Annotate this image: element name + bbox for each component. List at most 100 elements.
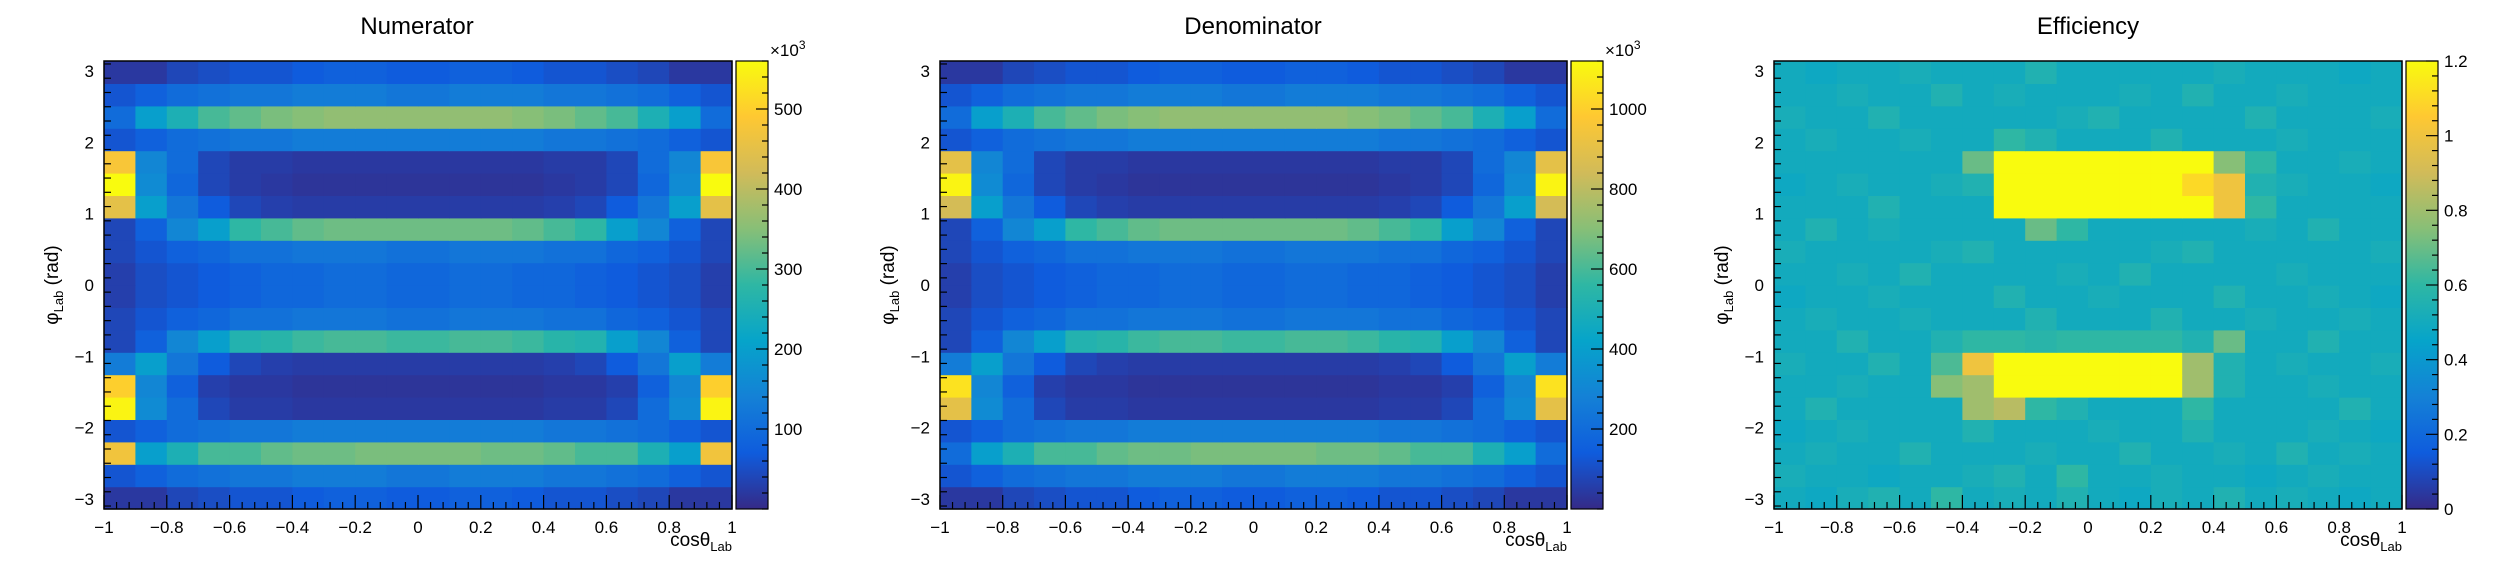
heatmap-cell: [2150, 419, 2183, 443]
heatmap-cell: [261, 217, 293, 241]
heatmap-cell: [2276, 195, 2309, 219]
heatmap-cell: [2150, 173, 2183, 196]
heatmap-cell: [2182, 329, 2215, 353]
heatmap-cell: [2339, 285, 2372, 308]
z-tick-label: 600: [1609, 260, 1637, 279]
x-axis-label: cosθLab: [2340, 530, 2402, 554]
heatmap-cell: [261, 464, 293, 488]
heatmap-cell: [606, 329, 639, 353]
heatmap-cell: [1378, 374, 1411, 398]
heatmap-cell: [1128, 374, 1161, 398]
heatmap-cell: [575, 262, 607, 286]
heatmap-cell: [2150, 285, 2183, 308]
heatmap-cell: [229, 217, 262, 241]
heatmap-cell: [1899, 486, 1932, 510]
heatmap-cell: [166, 83, 199, 107]
heatmap-cell: [1472, 419, 1505, 443]
heatmap-cell: [2056, 397, 2089, 420]
heatmap-cell: [1065, 240, 1098, 264]
heatmap-cell: [323, 307, 356, 331]
heatmap-cell: [1931, 441, 1963, 465]
y-tick-label: −3: [911, 490, 930, 509]
z-tick-label: 1000: [1609, 100, 1647, 119]
heatmap-cell: [2213, 352, 2246, 376]
color-scale-exponent: ×103: [770, 38, 806, 60]
heatmap-cell: [2182, 486, 2215, 510]
heatmap-cell: [2307, 262, 2340, 286]
heatmap-cell: [449, 419, 482, 443]
heatmap-cell: [1962, 307, 1995, 331]
heatmap-cell: [323, 262, 356, 286]
heatmap-cell: [418, 419, 450, 443]
heatmap-cell: [104, 352, 136, 376]
x-tick-label: 0.2: [469, 518, 493, 537]
heatmap-cell: [1096, 352, 1129, 376]
heatmap-cell: [2182, 217, 2215, 241]
heatmap-cell: [323, 352, 356, 376]
heatmap-cell: [1002, 329, 1035, 353]
heatmap-cell: [1159, 397, 1192, 420]
heatmap-cell: [323, 105, 356, 129]
heatmap-cell: [543, 128, 576, 152]
heatmap-cell: [669, 352, 702, 376]
y-axis: −3 −2 −1 0 1 2 3: [1745, 62, 1781, 509]
heatmap-cell: [1347, 441, 1380, 465]
heatmap-cell: [386, 83, 419, 107]
heatmap-cell: [2245, 240, 2277, 264]
y-tick-label: −2: [911, 419, 930, 438]
heatmap-cell: [2088, 285, 2120, 308]
heatmap-cell: [1347, 173, 1380, 196]
heatmap-cell: [1805, 83, 1838, 107]
heatmap-cell: [355, 128, 388, 152]
heatmap-cell: [512, 173, 545, 196]
heatmap-cell: [166, 150, 199, 174]
heatmap-cell: [1190, 329, 1223, 353]
heatmap-cell: [940, 285, 972, 308]
heatmap-cell: [1993, 441, 2026, 465]
color-scale-exponent: ×103: [1605, 38, 1641, 60]
heatmap-cell: [669, 105, 702, 129]
heatmap-cell: [1190, 464, 1223, 488]
heatmap-cell: [480, 464, 513, 488]
heatmap-cell: [606, 374, 639, 398]
heatmap-cell: [2213, 419, 2246, 443]
heatmap-cell: [2119, 307, 2152, 331]
y-axis: −3 −2 −1 0 1 2 3: [75, 62, 111, 509]
heatmap-cell: [1962, 83, 1995, 107]
x-tick-label: 0.8: [1492, 518, 1516, 537]
x-tick-label: −1: [94, 518, 113, 537]
heatmap-cell: [261, 397, 293, 420]
heatmap-cell: [1504, 307, 1537, 331]
heatmap-cell: [1868, 486, 1901, 510]
heatmap-cell: [2370, 217, 2403, 241]
heatmap-cell: [1159, 374, 1192, 398]
heatmap-cell: [700, 128, 733, 152]
heatmap-cell: [1347, 128, 1380, 152]
heatmap-cell: [2056, 486, 2089, 510]
heatmap-cell: [2182, 173, 2215, 196]
heatmap-cell: [2150, 352, 2183, 376]
heatmap-cell: [1378, 441, 1411, 465]
heatmap-cell: [480, 195, 513, 219]
heatmap-cell: [2370, 150, 2403, 174]
heatmap-cell: [166, 262, 199, 286]
heatmap-cell: [1222, 374, 1255, 398]
heatmap-cell: [1472, 352, 1505, 376]
heatmap-cell: [2213, 195, 2246, 219]
heatmap-cell: [104, 195, 136, 219]
heatmap-cell: [1410, 441, 1443, 465]
heatmap-cell: [1253, 285, 1286, 308]
heatmap-cell: [135, 285, 168, 308]
heatmap-cell: [1410, 329, 1443, 353]
heatmap-cell: [2182, 352, 2215, 376]
y-axis: −3 −2 −1 0 1 2 3: [911, 62, 947, 509]
x-tick-label: −1: [930, 518, 949, 537]
heatmap-cell: [1284, 83, 1317, 107]
heatmap-cell: [2307, 464, 2340, 488]
heatmap-cell: [575, 419, 607, 443]
heatmap-cell: [1410, 285, 1443, 308]
heatmap-cell: [1774, 441, 1806, 465]
heatmap-cell: [2245, 419, 2277, 443]
heatmap-cell: [2025, 374, 2058, 398]
heatmap-cell: [1504, 374, 1537, 398]
